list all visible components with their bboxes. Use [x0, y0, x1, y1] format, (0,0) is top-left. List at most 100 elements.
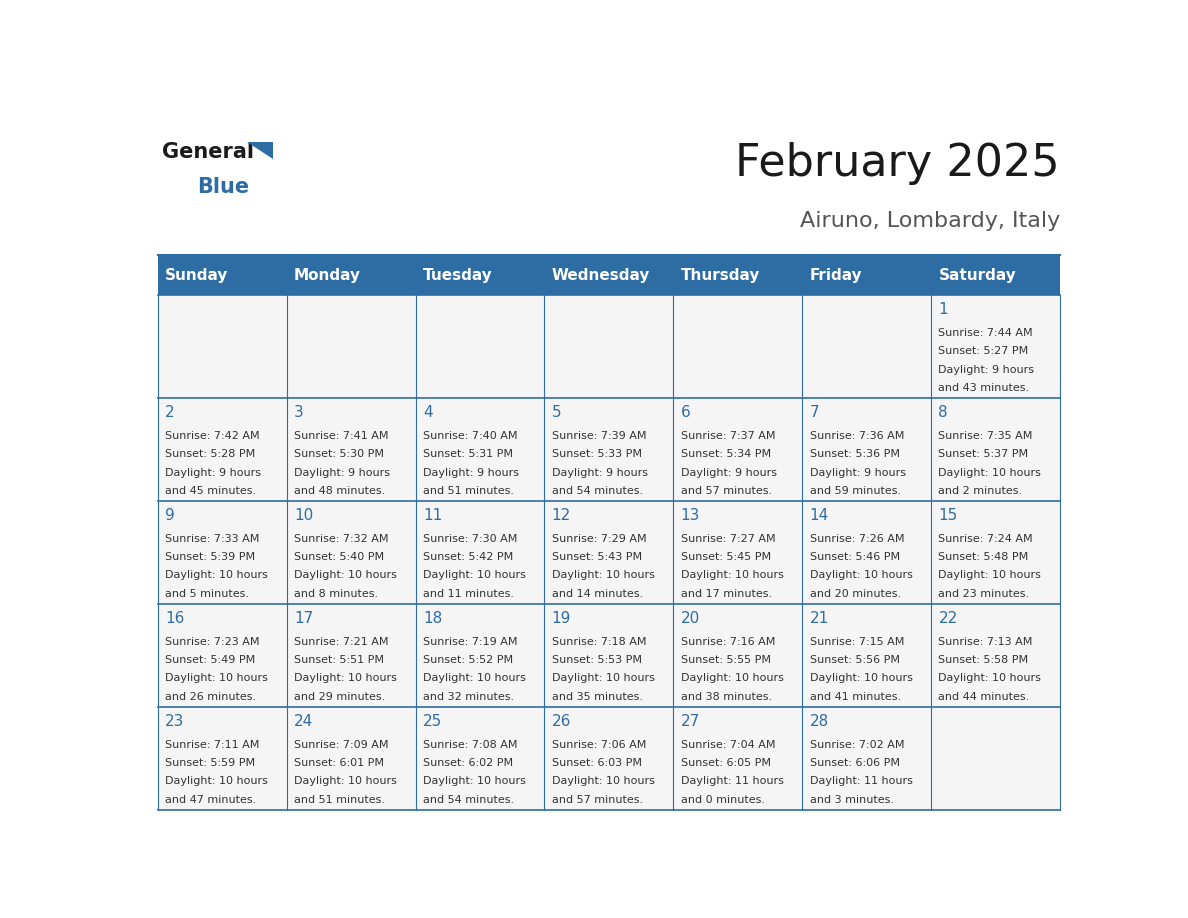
Text: Daylight: 9 hours: Daylight: 9 hours	[681, 467, 777, 477]
Text: Daylight: 10 hours: Daylight: 10 hours	[165, 570, 268, 580]
Text: Sunrise: 7:08 AM: Sunrise: 7:08 AM	[423, 740, 517, 750]
Text: Sunrise: 7:11 AM: Sunrise: 7:11 AM	[165, 740, 259, 750]
Text: Sunset: 5:48 PM: Sunset: 5:48 PM	[939, 552, 1029, 562]
Text: Sunrise: 7:35 AM: Sunrise: 7:35 AM	[939, 431, 1032, 441]
Text: and 3 minutes.: and 3 minutes.	[809, 795, 893, 805]
Text: Sunset: 5:30 PM: Sunset: 5:30 PM	[293, 449, 384, 459]
Text: 5: 5	[551, 406, 562, 420]
Text: and 0 minutes.: and 0 minutes.	[681, 795, 765, 805]
Text: and 17 minutes.: and 17 minutes.	[681, 588, 772, 599]
Text: Sunset: 5:49 PM: Sunset: 5:49 PM	[165, 655, 255, 665]
Text: 12: 12	[551, 509, 571, 523]
Text: Sunset: 6:02 PM: Sunset: 6:02 PM	[423, 758, 513, 768]
Text: Sunrise: 7:19 AM: Sunrise: 7:19 AM	[423, 636, 517, 646]
Text: Sunset: 6:01 PM: Sunset: 6:01 PM	[293, 758, 384, 768]
Text: Sunrise: 7:06 AM: Sunrise: 7:06 AM	[551, 740, 646, 750]
Text: Sunset: 5:53 PM: Sunset: 5:53 PM	[551, 655, 642, 665]
Text: Daylight: 10 hours: Daylight: 10 hours	[809, 570, 912, 580]
Text: General: General	[163, 142, 254, 162]
Text: 13: 13	[681, 509, 700, 523]
Text: and 47 minutes.: and 47 minutes.	[165, 795, 257, 805]
Text: Daylight: 10 hours: Daylight: 10 hours	[939, 467, 1042, 477]
Bar	[158, 255, 1060, 296]
Text: 27: 27	[681, 714, 700, 729]
Text: Sunrise: 7:15 AM: Sunrise: 7:15 AM	[809, 636, 904, 646]
Text: and 48 minutes.: and 48 minutes.	[293, 486, 385, 496]
Text: 18: 18	[423, 611, 442, 626]
Text: Wednesday: Wednesday	[551, 268, 650, 283]
Text: Sunset: 5:31 PM: Sunset: 5:31 PM	[423, 449, 513, 459]
Text: Sunrise: 7:02 AM: Sunrise: 7:02 AM	[809, 740, 904, 750]
Text: and 11 minutes.: and 11 minutes.	[423, 588, 514, 599]
Text: and 54 minutes.: and 54 minutes.	[551, 486, 643, 496]
Text: and 2 minutes.: and 2 minutes.	[939, 486, 1023, 496]
Text: Sunset: 5:58 PM: Sunset: 5:58 PM	[939, 655, 1029, 665]
Text: Sunset: 5:52 PM: Sunset: 5:52 PM	[423, 655, 513, 665]
Text: 11: 11	[423, 509, 442, 523]
Text: 17: 17	[293, 611, 314, 626]
Text: Sunrise: 7:18 AM: Sunrise: 7:18 AM	[551, 636, 646, 646]
Text: Sunrise: 7:29 AM: Sunrise: 7:29 AM	[551, 533, 646, 543]
Text: Daylight: 10 hours: Daylight: 10 hours	[681, 570, 784, 580]
Text: and 57 minutes.: and 57 minutes.	[551, 795, 643, 805]
Text: Daylight: 10 hours: Daylight: 10 hours	[165, 777, 268, 787]
Text: and 51 minutes.: and 51 minutes.	[423, 486, 514, 496]
Text: Sunrise: 7:16 AM: Sunrise: 7:16 AM	[681, 636, 775, 646]
Text: Sunset: 5:34 PM: Sunset: 5:34 PM	[681, 449, 771, 459]
Text: Daylight: 10 hours: Daylight: 10 hours	[293, 777, 397, 787]
Text: Daylight: 10 hours: Daylight: 10 hours	[293, 674, 397, 683]
Text: and 29 minutes.: and 29 minutes.	[293, 692, 385, 701]
Text: 20: 20	[681, 611, 700, 626]
Text: Sunrise: 7:21 AM: Sunrise: 7:21 AM	[293, 636, 388, 646]
Text: Sunset: 5:39 PM: Sunset: 5:39 PM	[165, 552, 255, 562]
Text: Sunset: 5:42 PM: Sunset: 5:42 PM	[423, 552, 513, 562]
Text: Daylight: 10 hours: Daylight: 10 hours	[423, 674, 526, 683]
Text: 3: 3	[293, 406, 304, 420]
Text: Sunrise: 7:04 AM: Sunrise: 7:04 AM	[681, 740, 775, 750]
Text: Daylight: 9 hours: Daylight: 9 hours	[165, 467, 261, 477]
Text: 4: 4	[423, 406, 432, 420]
Text: and 38 minutes.: and 38 minutes.	[681, 692, 772, 701]
Text: Sunrise: 7:09 AM: Sunrise: 7:09 AM	[293, 740, 388, 750]
Text: 23: 23	[165, 714, 184, 729]
Text: Daylight: 9 hours: Daylight: 9 hours	[939, 364, 1035, 375]
Text: and 20 minutes.: and 20 minutes.	[809, 588, 901, 599]
Text: 16: 16	[165, 611, 184, 626]
Text: and 43 minutes.: and 43 minutes.	[939, 383, 1030, 393]
Text: and 35 minutes.: and 35 minutes.	[551, 692, 643, 701]
Text: Sunset: 5:28 PM: Sunset: 5:28 PM	[165, 449, 255, 459]
Text: Daylight: 10 hours: Daylight: 10 hours	[293, 570, 397, 580]
Text: Sunset: 5:55 PM: Sunset: 5:55 PM	[681, 655, 771, 665]
Text: Airuno, Lombardy, Italy: Airuno, Lombardy, Italy	[800, 210, 1060, 230]
Text: Daylight: 10 hours: Daylight: 10 hours	[551, 570, 655, 580]
Text: Sunset: 5:27 PM: Sunset: 5:27 PM	[939, 346, 1029, 356]
Text: 22: 22	[939, 611, 958, 626]
Text: and 8 minutes.: and 8 minutes.	[293, 588, 378, 599]
Text: Sunset: 5:59 PM: Sunset: 5:59 PM	[165, 758, 255, 768]
Text: and 23 minutes.: and 23 minutes.	[939, 588, 1030, 599]
Text: Sunrise: 7:32 AM: Sunrise: 7:32 AM	[293, 533, 388, 543]
Text: 25: 25	[423, 714, 442, 729]
Text: Sunrise: 7:42 AM: Sunrise: 7:42 AM	[165, 431, 260, 441]
Text: Sunset: 6:06 PM: Sunset: 6:06 PM	[809, 758, 899, 768]
Text: Sunset: 5:40 PM: Sunset: 5:40 PM	[293, 552, 384, 562]
Text: 2: 2	[165, 406, 175, 420]
Text: and 59 minutes.: and 59 minutes.	[809, 486, 901, 496]
Text: Sunrise: 7:24 AM: Sunrise: 7:24 AM	[939, 533, 1034, 543]
Text: Daylight: 9 hours: Daylight: 9 hours	[809, 467, 905, 477]
Text: 26: 26	[551, 714, 571, 729]
Text: Sunset: 5:51 PM: Sunset: 5:51 PM	[293, 655, 384, 665]
Text: and 41 minutes.: and 41 minutes.	[809, 692, 901, 701]
Text: Daylight: 9 hours: Daylight: 9 hours	[551, 467, 647, 477]
Text: 7: 7	[809, 406, 820, 420]
Text: and 45 minutes.: and 45 minutes.	[165, 486, 257, 496]
Text: Sunrise: 7:13 AM: Sunrise: 7:13 AM	[939, 636, 1032, 646]
Text: Daylight: 10 hours: Daylight: 10 hours	[809, 674, 912, 683]
Bar	[158, 604, 1060, 707]
Text: Sunrise: 7:40 AM: Sunrise: 7:40 AM	[423, 431, 517, 441]
Text: Sunrise: 7:27 AM: Sunrise: 7:27 AM	[681, 533, 776, 543]
Text: Sunrise: 7:30 AM: Sunrise: 7:30 AM	[423, 533, 517, 543]
Text: 24: 24	[293, 714, 314, 729]
Text: 19: 19	[551, 611, 571, 626]
Text: Sunrise: 7:37 AM: Sunrise: 7:37 AM	[681, 431, 775, 441]
